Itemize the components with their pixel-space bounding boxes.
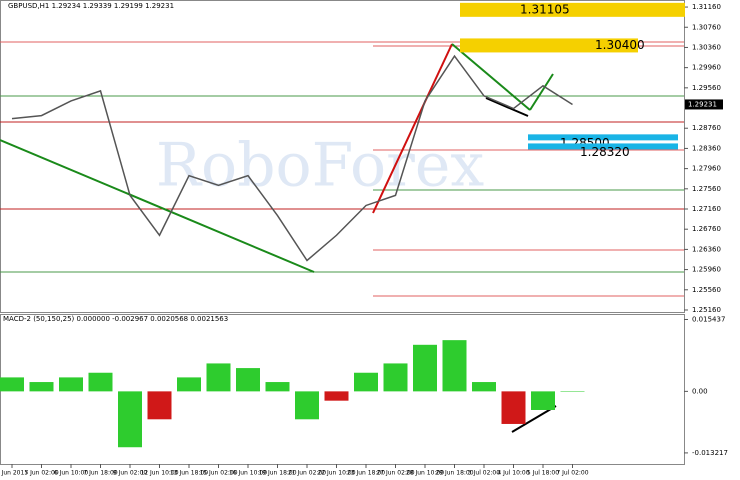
trend-line [529, 73, 554, 111]
y-tick-label: 1.28360 [692, 144, 721, 152]
macd-bar [29, 382, 54, 392]
trend-line [0, 139, 315, 273]
y-tick-label: -0.013217 [692, 449, 728, 457]
x-tick-label: 7 Jul 02:00 [556, 470, 588, 477]
macd-bar [413, 344, 437, 392]
x-tick-label: 12 Jun 10:00 [140, 470, 178, 477]
x-tick-label: 9 Jun 02:00 [113, 470, 147, 477]
macd-bar [295, 391, 319, 420]
divergence-line [511, 405, 557, 433]
y-tick-label: 1.25960 [692, 266, 721, 274]
macd-bar [265, 382, 290, 392]
y-tick-label: 1.29560 [692, 84, 721, 92]
last-price-label: 1.29231 [688, 100, 717, 108]
x-tick-label: 7 Jun 18:00 [83, 470, 117, 477]
y-tick-label: 0.015437 [692, 315, 725, 323]
y-tick-label: 1.30760 [692, 23, 721, 31]
level-lines [0, 41, 684, 297]
trend-line [372, 43, 453, 214]
macd-bar [560, 391, 585, 392]
macd-bar [531, 391, 555, 410]
x-tick-label: 4 Jul 10:00 [497, 470, 529, 477]
y-tick-label: 1.31160 [692, 3, 721, 11]
trend-line [451, 43, 531, 111]
macd-bar [88, 372, 113, 392]
y-tick-label: 1.25560 [692, 286, 721, 294]
level-label: 1.28320 [580, 145, 630, 159]
x-tick-label: 5 Jul 18:00 [527, 470, 559, 477]
last-price-box [685, 99, 723, 110]
y-tick-label: 1.27160 [692, 205, 721, 213]
x-tick-label: 29 Jun 18:00 [435, 470, 473, 477]
macd-bar [177, 377, 201, 392]
y-tick-label: 1.26760 [692, 225, 721, 233]
x-tick-label: 27 Jun 02:00 [376, 470, 414, 477]
y-tick-label: 0.00 [692, 387, 708, 395]
x-tick-label: 21 Jun 02:00 [288, 470, 326, 477]
x-tick-label: 3 Jul 02:00 [468, 470, 500, 477]
macd-bar [59, 377, 83, 392]
x-tick-label: 2 Jun 2017 [0, 470, 28, 477]
x-tick-label: 19 Jun 18:00 [258, 470, 296, 477]
macd-bar [206, 363, 231, 392]
macd-bar [324, 391, 349, 401]
macd-bar [472, 382, 496, 392]
macd-bar [236, 368, 260, 392]
chart-title: GBPUSD,H1 1.29234 1.29339 1.29199 1.2923… [8, 2, 174, 10]
y-tick-label: 1.29960 [692, 64, 721, 72]
macd-bar [147, 391, 172, 420]
x-tick-label: 28 Jun 10:00 [406, 470, 444, 477]
y-tick-label: 1.28760 [692, 124, 721, 132]
x-tick-label: 6 Jun 10:00 [54, 470, 88, 477]
price-line [11, 54, 573, 262]
macd-bar [118, 391, 142, 448]
macd-bar [0, 377, 24, 392]
x-tick-label: 13 Jun 18:00 [170, 470, 208, 477]
x-tick-label: 16 Jun 10:00 [229, 470, 267, 477]
y-tick-label: 1.30360 [692, 43, 721, 51]
watermark: RoboForex [156, 131, 484, 201]
y-tick-label: 1.25160 [692, 306, 721, 314]
x-tick-label: 22 Jun 10:00 [317, 470, 355, 477]
x-tick-label: 15 Jun 02:00 [199, 470, 237, 477]
level-box [460, 2, 685, 17]
level-box [460, 38, 638, 53]
macd-bar [354, 372, 378, 392]
macd-bar [383, 363, 408, 392]
level-label: 1.30400 [595, 38, 645, 52]
level-label: 1.31105 [520, 2, 570, 16]
y-tick-label: 1.26360 [692, 245, 721, 253]
x-tick-label: 23 Jun 18:00 [347, 470, 385, 477]
y-tick-label: 1.27560 [692, 185, 721, 193]
level-box [528, 134, 678, 141]
level-box [528, 143, 678, 150]
price-panel [0, 0, 685, 313]
trend-line [485, 97, 529, 117]
y-tick-label: 1.27960 [692, 165, 721, 173]
macd-bar [442, 340, 467, 392]
macd-bar [501, 391, 526, 424]
x-tick-label: 5 Jun 02:00 [24, 470, 58, 477]
indicator-title: MACD-2 (50,150,25) 0.000000 -0.002967 0.… [3, 315, 228, 323]
